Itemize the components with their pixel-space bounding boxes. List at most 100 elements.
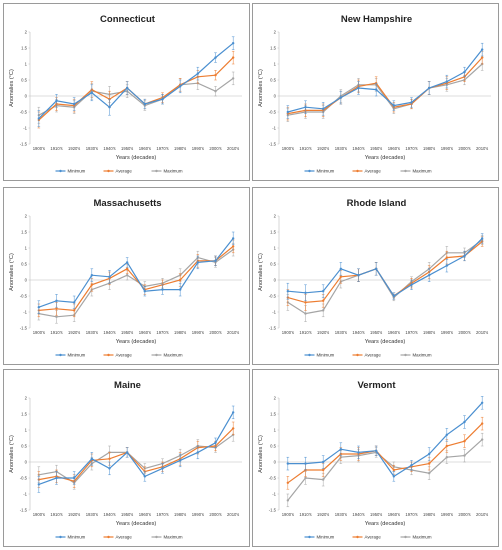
data-point xyxy=(196,72,200,75)
data-point xyxy=(339,275,343,278)
series-minimum xyxy=(286,233,484,302)
data-point xyxy=(231,411,235,414)
chart-panel-massachusetts: Massachusetts -1.5 -1 -0.5 0 0.5 1 1.5 2 1900's 19… xyxy=(3,187,250,365)
y-tick-label: 1 xyxy=(274,245,277,250)
y-tick-label: 2 xyxy=(274,213,277,218)
x-tick-label: 1930's xyxy=(86,146,98,151)
y-axis-label: Anomalies (°C) xyxy=(258,253,264,291)
data-point xyxy=(55,315,58,318)
x-tick-label: 1980's xyxy=(423,330,435,335)
y-axis-label: Anomalies (°C) xyxy=(9,253,15,291)
data-point xyxy=(125,261,129,264)
y-tick-label: 0 xyxy=(25,93,28,98)
data-point xyxy=(374,88,378,91)
data-point xyxy=(196,261,200,264)
data-point xyxy=(214,74,217,77)
legend-item-average: Average xyxy=(352,535,381,540)
data-point xyxy=(463,454,466,457)
y-tick-label: 0.5 xyxy=(270,261,276,266)
x-tick-label: 2010's xyxy=(476,330,488,335)
series-minimum xyxy=(286,396,484,482)
data-point xyxy=(321,460,325,464)
legend-item-maximum: Maximum xyxy=(151,535,183,540)
data-point xyxy=(108,467,111,470)
x-tick-label: 1950's xyxy=(121,330,133,335)
legend-marker xyxy=(308,535,311,539)
data-point xyxy=(55,307,58,310)
legend-label: Minimum xyxy=(68,353,86,358)
chart-svg: Massachusetts -1.5 -1 -0.5 0 0.5 1 1.5 2 1900's 19… xyxy=(9,198,242,358)
data-point xyxy=(37,117,41,120)
data-point xyxy=(304,301,307,304)
data-point xyxy=(178,459,182,462)
chart-title: Massachusetts xyxy=(93,198,161,209)
y-tick-label: -0.5 xyxy=(20,109,28,114)
x-tick-label: 1960's xyxy=(388,146,400,151)
x-tick-label: 1950's xyxy=(121,512,133,517)
legend-marker xyxy=(404,535,407,539)
y-tick-label: -0.5 xyxy=(269,293,277,298)
x-tick-label: 1990's xyxy=(192,512,204,517)
y-tick-label: 2 xyxy=(25,29,28,34)
data-point xyxy=(357,451,360,454)
data-point xyxy=(480,56,484,59)
series-line-maximum xyxy=(287,239,483,315)
x-axis-label: Years (decades) xyxy=(116,155,157,161)
x-tick-label: 1950's xyxy=(370,512,382,517)
legend-label: Maximum xyxy=(164,353,183,358)
x-tick-label: 1960's xyxy=(139,512,151,517)
series-line-average xyxy=(287,423,483,484)
y-tick-label: -1.5 xyxy=(269,507,277,512)
x-tick-label: 1970's xyxy=(405,146,417,151)
x-tick-label: 1900's xyxy=(33,512,45,517)
data-point xyxy=(231,237,235,240)
y-tick-label: -1 xyxy=(23,309,27,314)
data-point xyxy=(339,267,343,270)
x-tick-label: 1940's xyxy=(103,330,115,335)
x-tick-label: 2010's xyxy=(227,146,239,151)
y-tick-label: 0.5 xyxy=(21,443,27,448)
data-point xyxy=(339,448,343,451)
y-tick-label: 0 xyxy=(274,93,277,98)
data-point xyxy=(72,102,76,106)
data-point xyxy=(357,274,360,277)
y-tick-label: -0.5 xyxy=(269,475,277,480)
x-tick-label: 2000's xyxy=(458,330,470,335)
x-tick-label: 2000's xyxy=(458,512,470,517)
y-tick-label: 1 xyxy=(25,427,28,432)
y-tick-label: 0 xyxy=(274,277,277,282)
legend: Minimum Average Maximum xyxy=(304,353,432,358)
x-tick-label: 2010's xyxy=(227,512,239,517)
x-tick-label: 1920's xyxy=(68,512,80,517)
data-point xyxy=(392,468,396,472)
y-tick-label: -1.5 xyxy=(20,507,28,512)
legend-label: Minimum xyxy=(317,169,335,174)
data-point xyxy=(445,256,449,259)
data-point xyxy=(321,290,325,293)
x-tick-label: 1970's xyxy=(156,330,168,335)
x-axis-label: Years (decades) xyxy=(116,339,157,345)
x-tick-label: 2010's xyxy=(476,146,488,151)
x-tick-label: 1930's xyxy=(335,512,347,517)
x-tick-label: 1950's xyxy=(370,330,382,335)
data-point xyxy=(125,86,129,90)
data-point xyxy=(392,475,396,478)
x-tick-label: 1990's xyxy=(192,330,204,335)
x-tick-label: 1920's xyxy=(317,146,329,151)
x-tick-label: 1910's xyxy=(50,512,62,517)
legend-label: Maximum xyxy=(164,169,183,174)
y-axis-label: Anomalies (°C) xyxy=(9,435,15,473)
series-line-average xyxy=(287,57,483,115)
legend-marker xyxy=(59,535,62,539)
legend-item-average: Average xyxy=(103,353,132,358)
data-point xyxy=(90,283,94,286)
x-tick-label: 1990's xyxy=(192,146,204,151)
legend-item-average: Average xyxy=(103,535,133,540)
x-tick-label: 1930's xyxy=(86,330,98,335)
legend-label: Average xyxy=(116,535,133,540)
series-average xyxy=(286,50,484,121)
x-tick-label: 1940's xyxy=(103,512,115,517)
chart-svg: New Hampshire -1.5 -1 -0.5 0 0.5 1 1.5 2 1900's 19… xyxy=(258,14,491,174)
data-point xyxy=(410,101,413,104)
data-point xyxy=(72,476,76,480)
